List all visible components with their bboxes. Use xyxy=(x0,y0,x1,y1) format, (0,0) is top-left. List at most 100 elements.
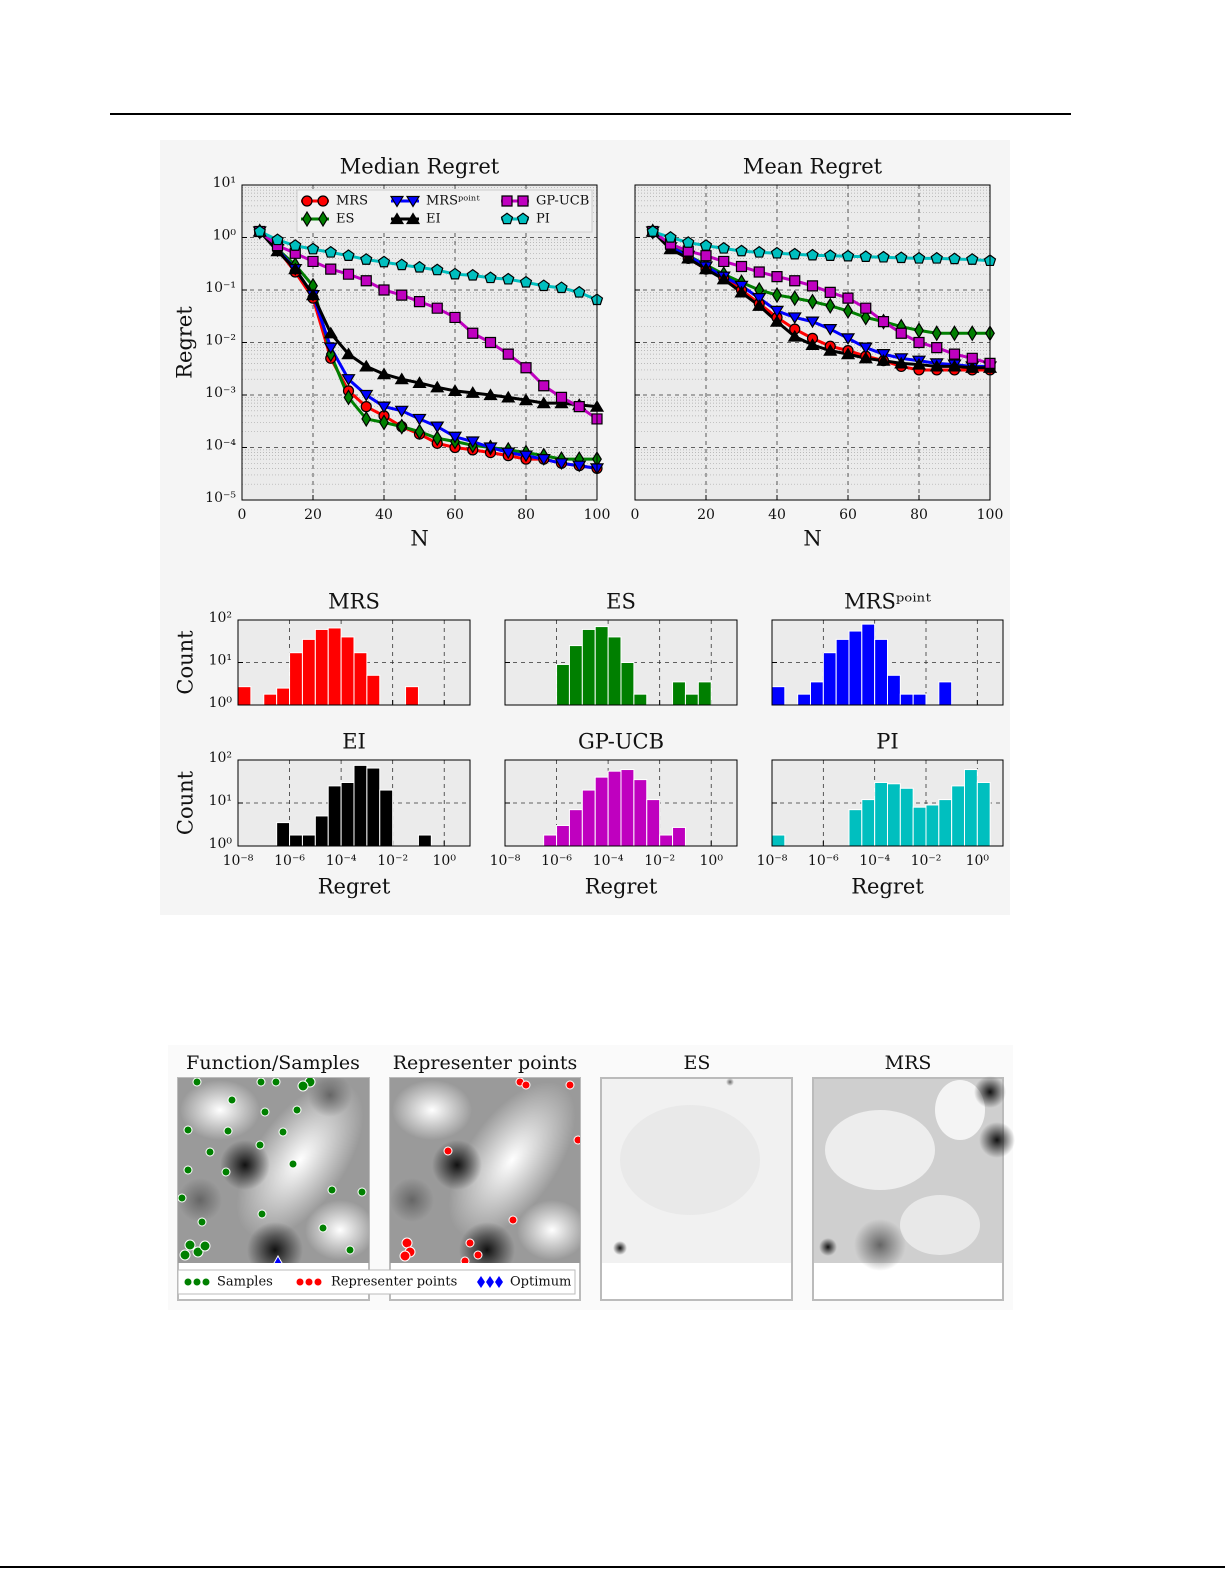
x-tick-label: 10⁻⁶ xyxy=(274,853,305,869)
data-point xyxy=(894,356,909,369)
data-point xyxy=(377,255,391,268)
bar xyxy=(289,652,303,706)
marker xyxy=(501,195,513,207)
y-axis-label: Count xyxy=(174,630,198,695)
marker xyxy=(405,195,421,208)
panel-title: Function/Samples xyxy=(186,1052,360,1074)
data-point xyxy=(858,351,873,364)
data-point xyxy=(700,250,712,262)
data-point xyxy=(966,352,978,364)
y-tick-label: 10⁻⁴ xyxy=(205,438,236,454)
legend-label: Representer points xyxy=(331,1275,457,1290)
bar xyxy=(633,693,648,706)
data-point xyxy=(447,431,463,444)
data-point xyxy=(376,367,392,380)
y-tick-label: 10¹ xyxy=(213,175,236,191)
bar xyxy=(405,686,419,706)
bar xyxy=(797,693,811,706)
legend-label: GP-UCB xyxy=(536,194,589,209)
bar xyxy=(684,693,699,706)
bar xyxy=(822,652,837,706)
data-point xyxy=(431,263,444,276)
plot-frame xyxy=(771,759,1004,847)
data-point xyxy=(735,244,748,257)
data-point xyxy=(518,450,534,463)
data-point xyxy=(323,326,338,339)
marker xyxy=(516,212,530,225)
x-tick-label: 60 xyxy=(839,507,857,523)
bar xyxy=(848,630,863,706)
data-point xyxy=(379,414,389,431)
data-point xyxy=(361,410,372,428)
bar xyxy=(543,834,558,847)
data-point xyxy=(305,288,321,301)
x-tick-label: 0 xyxy=(238,507,247,523)
bar xyxy=(607,636,622,706)
data-point xyxy=(859,250,872,262)
bar xyxy=(620,662,635,706)
data-point xyxy=(414,423,425,440)
bar xyxy=(581,628,596,706)
bar xyxy=(556,824,570,847)
x-tick-label: 10⁻⁸ xyxy=(490,853,521,869)
data-point xyxy=(431,302,443,314)
bar xyxy=(607,770,622,847)
data-point xyxy=(823,323,838,336)
data-point xyxy=(554,458,569,470)
panel-title: Representer points xyxy=(393,1052,578,1074)
data-point xyxy=(807,293,818,310)
x-axis-label: Regret xyxy=(318,875,391,899)
panel-title: ES xyxy=(684,1052,711,1074)
legend-label: EI xyxy=(426,212,441,227)
bar xyxy=(594,626,609,706)
data-point xyxy=(825,297,836,314)
data-point xyxy=(555,281,568,294)
data-point xyxy=(877,316,890,328)
data-point xyxy=(502,272,515,285)
data-point xyxy=(360,275,372,287)
y-tick-label: 10⁻¹ xyxy=(205,280,236,296)
panel-title: MRS xyxy=(885,1052,932,1074)
y-axis-label: Regret xyxy=(173,306,197,379)
bar xyxy=(771,686,786,706)
data-point xyxy=(681,251,696,264)
legend-label: MRSᵖᵒⁱⁿᵗ xyxy=(426,194,480,209)
bar xyxy=(886,783,901,847)
data-point xyxy=(787,312,802,325)
data-point xyxy=(770,246,784,259)
x-tick-label: 10⁻⁴ xyxy=(326,853,357,869)
data-point xyxy=(306,242,320,255)
x-tick-label: 10⁰ xyxy=(700,853,724,869)
bar xyxy=(314,628,329,706)
y-tick-label: 10¹ xyxy=(209,653,232,669)
data-point xyxy=(842,292,854,304)
data-point xyxy=(501,447,516,460)
x-tick-label: 10⁻² xyxy=(644,853,675,869)
data-point xyxy=(396,289,408,301)
bar xyxy=(327,785,342,847)
marker xyxy=(302,210,312,228)
x-tick-label: 40 xyxy=(375,507,393,523)
data-point xyxy=(841,249,855,262)
bar xyxy=(301,834,316,847)
data-point xyxy=(359,359,374,372)
x-tick-label: 20 xyxy=(697,507,715,523)
data-point xyxy=(769,305,785,318)
bar xyxy=(938,681,953,706)
marker xyxy=(405,212,421,225)
data-point xyxy=(789,289,800,307)
plot-frame xyxy=(237,759,471,847)
data-point xyxy=(966,253,979,265)
bar xyxy=(771,834,786,847)
data-point xyxy=(467,327,479,339)
chart-title: EI xyxy=(342,730,366,754)
data-point xyxy=(752,299,767,311)
bar xyxy=(327,627,342,706)
data-point xyxy=(289,239,302,251)
bar xyxy=(301,638,316,706)
data-point xyxy=(360,401,372,413)
data-point xyxy=(895,251,908,264)
data-point xyxy=(271,233,284,246)
legend-label: PI xyxy=(536,212,550,227)
marker xyxy=(500,212,514,225)
